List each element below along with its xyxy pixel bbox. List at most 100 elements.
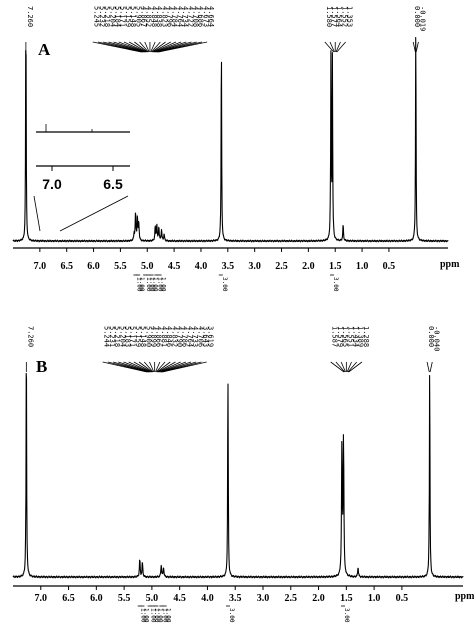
x-axis-label: ppm <box>455 591 474 602</box>
peak-leader <box>150 41 156 53</box>
integral-label: 1.00 <box>135 277 142 292</box>
peak-leader <box>155 361 161 373</box>
peak-label: 1.580 <box>325 6 333 27</box>
peak-leader <box>143 361 154 373</box>
peak-label: 5.183 <box>124 326 132 347</box>
x-tick-label: 4.5 <box>168 261 181 272</box>
peak-label: 0.000 <box>413 6 421 27</box>
peak-label: 4.784 <box>171 6 179 27</box>
peak-leader <box>159 361 187 373</box>
x-tick-label: 6.0 <box>87 261 100 272</box>
peak-label: 4.733 <box>191 326 199 347</box>
peak-leader <box>336 41 346 53</box>
spectrum-line <box>12 37 449 243</box>
x-tick-label: 6.5 <box>60 261 73 272</box>
peak-leader <box>151 41 161 53</box>
peak-label: 3.643 <box>202 326 210 347</box>
peak-label: 1.565 <box>341 326 349 347</box>
peak-leader <box>156 361 171 373</box>
peak-label: 1.552 <box>340 6 348 27</box>
peak-label: 5.171 <box>119 6 127 27</box>
x-tick-label: 4.0 <box>195 261 208 272</box>
x-tick-label: 7.0 <box>34 261 47 272</box>
x-tick-label: 3.5 <box>222 261 235 272</box>
peak-label: 5.218 <box>113 326 121 347</box>
peak-leader <box>134 41 148 53</box>
inset-tick-label: 6.5 <box>103 176 123 192</box>
integral-label: 3.00 <box>228 608 235 623</box>
peak-leader <box>128 41 148 53</box>
integral-label: 1.00 <box>142 608 149 623</box>
peak-leader <box>112 361 149 373</box>
peak-label: 5.184 <box>114 6 122 27</box>
peak-leader <box>330 361 345 373</box>
peak-label: 5.900 <box>144 326 152 347</box>
integral-label: 1.00 <box>153 608 160 623</box>
peak-label: 5.204 <box>108 6 116 27</box>
x-tick-label: 5.5 <box>118 593 131 604</box>
peak-leader <box>348 361 363 373</box>
peak-label: 5.148 <box>139 326 147 347</box>
peak-label: 4.673 <box>202 6 210 27</box>
peak-label: 5.231 <box>108 326 116 347</box>
peak-label: 4.686 <box>197 6 205 27</box>
peak-leader <box>152 41 166 53</box>
peak-leader <box>426 361 430 373</box>
peak-label: 4.764 <box>186 326 194 347</box>
peak-label: 4.899 <box>150 326 158 347</box>
peak-label: 1.353 <box>346 6 354 27</box>
x-tick-label: 3.0 <box>248 261 261 272</box>
peak-leader <box>415 41 419 53</box>
peak-label: 5.218 <box>103 6 111 27</box>
integral-label: 3.00 <box>221 277 228 292</box>
inset-tick-label: 7.0 <box>42 176 62 192</box>
peak-label: 5.905 <box>134 6 142 27</box>
peak-label: 5.159 <box>134 326 142 347</box>
x-tick-label: 6.0 <box>90 593 103 604</box>
peak-leader <box>118 361 150 373</box>
panel-a: A 7.0 6.5 6.0 5.5 5.0 4.5 4.0 3.5 3.0 2.5 2.0 1.5 1.0… <box>12 6 460 292</box>
peak-label: 7.260 <box>26 326 34 347</box>
integral-label: 1.00 <box>161 608 168 623</box>
peak-leader <box>152 41 171 53</box>
x-tick-label: 1.0 <box>356 261 369 272</box>
peak-leader <box>123 41 147 53</box>
peak-label: 4.786 <box>181 326 189 347</box>
x-tick-label: 0.5 <box>396 593 409 604</box>
peak-label: 5.159 <box>124 6 132 27</box>
peak-leader <box>158 41 208 53</box>
peak-label: 4.664 <box>207 6 215 27</box>
peak-leader <box>138 361 153 373</box>
peak-label: 4.764 <box>176 6 184 27</box>
x-tick-label: 3.5 <box>229 593 242 604</box>
peak-leader <box>103 41 144 53</box>
x-tick-label: 3.0 <box>257 593 270 604</box>
peak-label: 1.564 <box>335 6 343 27</box>
peak-label: 4.852 <box>145 6 153 27</box>
x-tick-label: 5.0 <box>146 593 159 604</box>
peak-label: 5.244 <box>103 326 111 347</box>
integral-label: 1.00 <box>156 277 163 292</box>
integral-label: 3.00 <box>332 277 339 292</box>
peak-label: 5.204 <box>118 326 126 347</box>
peak-label: 4.867 <box>140 6 148 27</box>
x-tick-label: 4.0 <box>201 593 214 604</box>
peak-label: 4.722 <box>186 6 194 27</box>
peak-label: 1.551 <box>346 326 354 347</box>
inset-zoom-line <box>59 195 129 232</box>
peak-leader <box>113 41 145 53</box>
peak-leader <box>155 41 187 53</box>
peak-label: 4.706 <box>196 326 204 347</box>
peak-leader <box>139 41 149 53</box>
peak-leader <box>123 361 151 373</box>
peak-label: 1.288 <box>362 326 370 347</box>
peak-leader <box>324 41 334 53</box>
peak-label: 3.619 <box>207 326 215 347</box>
integral-label: 3.00 <box>343 608 350 623</box>
x-tick-label: 5.5 <box>114 261 127 272</box>
integral-label: 1.00 <box>145 277 152 292</box>
peak-label: -0.040 <box>432 326 440 351</box>
x-tick-label: 2.0 <box>302 261 315 272</box>
integral-label: 1.00 <box>140 608 147 623</box>
